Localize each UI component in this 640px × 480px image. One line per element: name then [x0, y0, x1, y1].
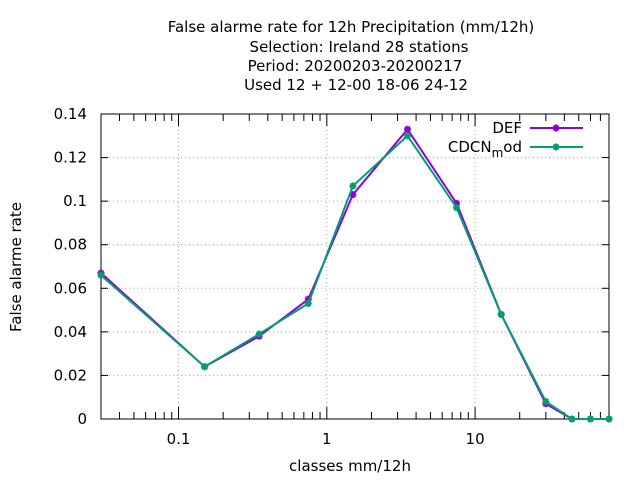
y-tick-label: 0.1	[63, 192, 87, 210]
x-tick-labels: 0.1 1 10	[167, 430, 485, 448]
legend-label-def: DEF	[492, 119, 522, 137]
legend-marker-glyph	[552, 143, 560, 151]
axis-ticks	[100, 113, 610, 420]
y-tick-label: 0.02	[54, 366, 87, 384]
title-line-3: Period: 20200203-20200217	[248, 57, 463, 75]
y-tick-label: 0.14	[54, 105, 87, 123]
data-point	[586, 415, 594, 423]
series-line	[100, 134, 609, 420]
grid	[101, 114, 609, 419]
y-tick-label: 0	[77, 410, 87, 428]
y-tick-label: 0.06	[54, 279, 87, 297]
data-point	[453, 204, 461, 212]
legend-marker-glyph	[552, 124, 560, 132]
data-point	[201, 363, 209, 371]
data-point	[403, 132, 411, 140]
legend: DEF CDCNmod	[448, 119, 583, 160]
x-tick-label: 1	[322, 430, 332, 448]
data-point	[349, 182, 357, 190]
title-line-4: Used 12 + 12-00 18-06 24-12	[244, 76, 468, 94]
plot-frame	[100, 113, 610, 420]
y-tick-label: 0.12	[54, 149, 87, 167]
title-line-2: Selection: Ireland 28 stations	[250, 38, 469, 56]
data-point	[568, 415, 576, 423]
x-tick-label: 10	[466, 430, 485, 448]
y-axis-label: False alarme rate	[7, 202, 25, 332]
legend-label-cdcn-mod: CDCNmod	[448, 138, 522, 160]
series-cdcn-mod	[97, 132, 613, 423]
data-point	[542, 398, 550, 406]
data-point	[97, 271, 105, 279]
data-point	[605, 415, 613, 423]
data-point	[497, 310, 505, 318]
legend-entry-def: DEF	[492, 119, 583, 137]
chart-title: False alarme rate for 12h Precipitation …	[168, 18, 535, 94]
title-line-1: False alarme rate for 12h Precipitation …	[168, 18, 535, 36]
legend-marker-def	[552, 124, 560, 132]
data-point	[304, 300, 312, 308]
data-point	[403, 125, 411, 133]
series-layer	[97, 125, 613, 423]
series-def	[97, 125, 613, 423]
y-tick-label: 0.08	[54, 236, 87, 254]
legend-marker-cdcn-mod	[552, 143, 560, 151]
legend-entry-cdcn-mod: CDCNmod	[448, 138, 583, 160]
x-tick-label: 0.1	[167, 430, 191, 448]
x-axis-label: classes mm/12h	[289, 457, 411, 475]
data-point	[255, 330, 263, 338]
y-tick-labels: 0 0.02 0.04 0.06 0.08 0.1 0.12 0.14	[54, 105, 87, 428]
y-tick-label: 0.04	[54, 323, 87, 341]
